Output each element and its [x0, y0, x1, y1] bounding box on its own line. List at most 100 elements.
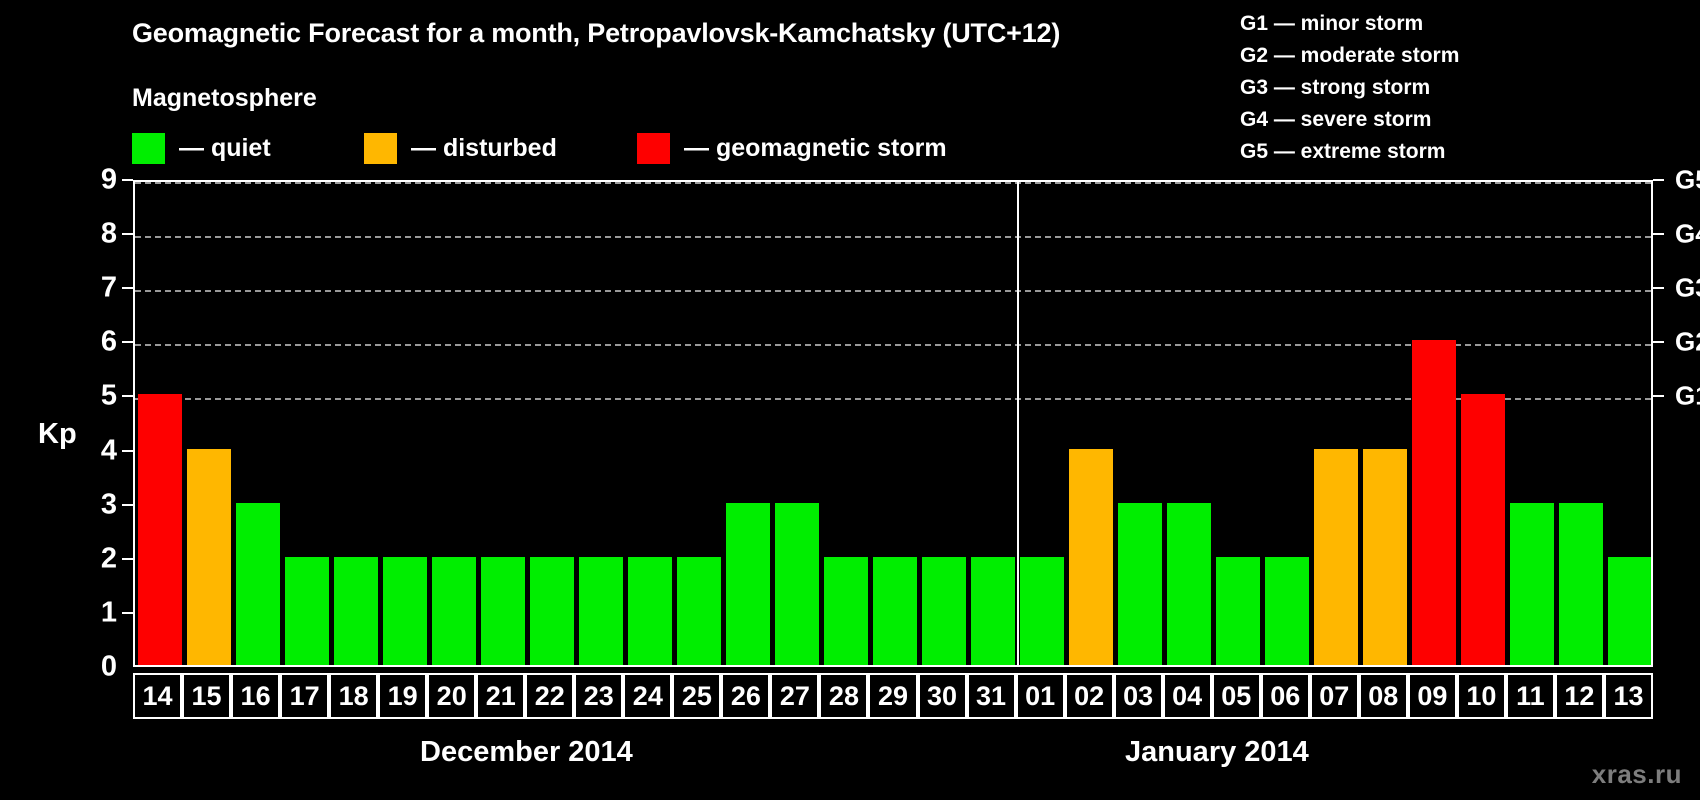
- date-cell-13[interactable]: 13: [1603, 673, 1653, 719]
- plot-area: [133, 180, 1653, 667]
- legend-swatch-quiet: [132, 133, 165, 164]
- bar-24[interactable]: [627, 556, 672, 665]
- bar-31[interactable]: [971, 556, 1016, 665]
- legend-heading: Magnetosphere: [132, 84, 317, 112]
- bar-16[interactable]: [235, 502, 280, 665]
- y-tick-label-5: 5: [100, 379, 117, 412]
- bar-12[interactable]: [1559, 502, 1604, 665]
- g-tick-label-g2: G2: [1675, 326, 1700, 357]
- bar-02[interactable]: [1069, 448, 1114, 665]
- y-tick-mark-9: [122, 179, 133, 181]
- y-tick-label-0: 0: [100, 650, 117, 683]
- g-scale-legend: G1 — minor storm G2 — moderate storm G3 …: [1240, 8, 1459, 168]
- date-cell-21[interactable]: 21: [476, 673, 526, 719]
- date-cell-09[interactable]: 09: [1407, 673, 1457, 719]
- legend-swatch-storm: [637, 133, 670, 164]
- bar-06[interactable]: [1265, 556, 1310, 665]
- date-cell-24[interactable]: 24: [623, 673, 673, 719]
- g-tick-mark-g3: [1653, 287, 1664, 290]
- date-cell-05[interactable]: 05: [1211, 673, 1261, 719]
- bar-26[interactable]: [725, 502, 770, 665]
- bar-11[interactable]: [1510, 502, 1555, 665]
- y-tick-label-1: 1: [100, 596, 117, 629]
- legend-entry-storm: — geomagnetic storm: [637, 133, 947, 164]
- g-scale-item-g3: G3 — strong storm: [1240, 76, 1431, 99]
- bar-14[interactable]: [137, 394, 182, 665]
- g-scale-axis: G1 G2 G3 G4 G5: [1653, 165, 1700, 667]
- bar-21[interactable]: [480, 556, 525, 665]
- date-cell-29[interactable]: 29: [868, 673, 918, 719]
- date-cell-03[interactable]: 03: [1113, 673, 1163, 719]
- date-cell-26[interactable]: 26: [721, 673, 771, 719]
- page-title: Geomagnetic Forecast for a month, Petrop…: [132, 18, 1061, 48]
- bar-17[interactable]: [284, 556, 329, 665]
- bar-10[interactable]: [1461, 394, 1506, 665]
- date-cell-17[interactable]: 17: [280, 673, 330, 719]
- g-scale-item-g1: G1 — minor storm: [1240, 12, 1424, 35]
- g-scale-item-g2: G2 — moderate storm: [1240, 44, 1460, 67]
- g-tick-label-g1: G1: [1675, 380, 1700, 411]
- date-cell-14[interactable]: 14: [133, 673, 183, 719]
- date-cell-22[interactable]: 22: [525, 673, 575, 719]
- date-cell-30[interactable]: 30: [917, 673, 967, 719]
- y-tick-label-7: 7: [100, 271, 117, 304]
- date-cell-20[interactable]: 20: [427, 673, 477, 719]
- date-cell-18[interactable]: 18: [329, 673, 379, 719]
- bar-29[interactable]: [872, 556, 917, 665]
- date-cell-02[interactable]: 02: [1064, 673, 1114, 719]
- date-cell-28[interactable]: 28: [819, 673, 869, 719]
- y-tick-mark-2: [122, 557, 133, 560]
- bar-30[interactable]: [922, 556, 967, 665]
- bar-18[interactable]: [333, 556, 378, 665]
- bar-28[interactable]: [823, 556, 868, 665]
- month-divider: [1016, 182, 1019, 665]
- bar-19[interactable]: [382, 556, 427, 665]
- date-cell-10[interactable]: 10: [1456, 673, 1506, 719]
- legend-entry-quiet: — quiet: [132, 133, 271, 164]
- y-tick-label-2: 2: [100, 542, 117, 575]
- bars-layer: [135, 182, 1651, 665]
- g-scale-item-g5: G5 — extreme storm: [1240, 140, 1446, 163]
- bar-01[interactable]: [1020, 556, 1065, 665]
- y-tick-mark-3: [122, 503, 133, 506]
- y-tick-label-4: 4: [100, 434, 117, 467]
- date-cell-12[interactable]: 12: [1554, 673, 1604, 719]
- bar-20[interactable]: [431, 556, 476, 665]
- date-cell-01[interactable]: 01: [1015, 673, 1065, 719]
- y-tick-mark-4: [122, 449, 133, 452]
- bar-08[interactable]: [1363, 448, 1408, 665]
- y-tick-label-8: 8: [100, 217, 117, 250]
- bar-04[interactable]: [1167, 502, 1212, 665]
- bar-13[interactable]: [1608, 556, 1651, 665]
- date-cell-19[interactable]: 19: [378, 673, 428, 719]
- bar-22[interactable]: [529, 556, 574, 665]
- bar-23[interactable]: [578, 556, 623, 665]
- date-cell-31[interactable]: 31: [966, 673, 1016, 719]
- month-label-january: January 2014: [1125, 736, 1309, 768]
- bar-07[interactable]: [1314, 448, 1359, 665]
- date-cell-06[interactable]: 06: [1260, 673, 1310, 719]
- bar-05[interactable]: [1216, 556, 1261, 665]
- g-tick-mark-g5: [1653, 179, 1664, 181]
- bar-15[interactable]: [186, 448, 231, 665]
- bar-09[interactable]: [1412, 340, 1457, 665]
- date-cell-07[interactable]: 07: [1309, 673, 1359, 719]
- bar-25[interactable]: [676, 556, 721, 665]
- date-cell-23[interactable]: 23: [574, 673, 624, 719]
- date-cell-04[interactable]: 04: [1162, 673, 1212, 719]
- date-cell-25[interactable]: 25: [672, 673, 722, 719]
- y-tick-mark-8: [122, 233, 133, 236]
- gridline-kp-7: [135, 290, 1651, 293]
- bar-27[interactable]: [774, 502, 819, 665]
- date-cell-11[interactable]: 11: [1505, 673, 1555, 719]
- g-tick-label-g3: G3: [1675, 272, 1700, 303]
- date-cell-16[interactable]: 16: [231, 673, 281, 719]
- date-cell-15[interactable]: 15: [182, 673, 232, 719]
- g-tick-label-g4: G4: [1675, 218, 1700, 249]
- date-cell-27[interactable]: 27: [770, 673, 820, 719]
- bar-03[interactable]: [1118, 502, 1163, 665]
- g-scale-item-g4: G4 — severe storm: [1240, 108, 1432, 131]
- gridline-kp-6: [135, 344, 1651, 347]
- month-label-december: December 2014: [420, 736, 633, 768]
- date-cell-08[interactable]: 08: [1358, 673, 1408, 719]
